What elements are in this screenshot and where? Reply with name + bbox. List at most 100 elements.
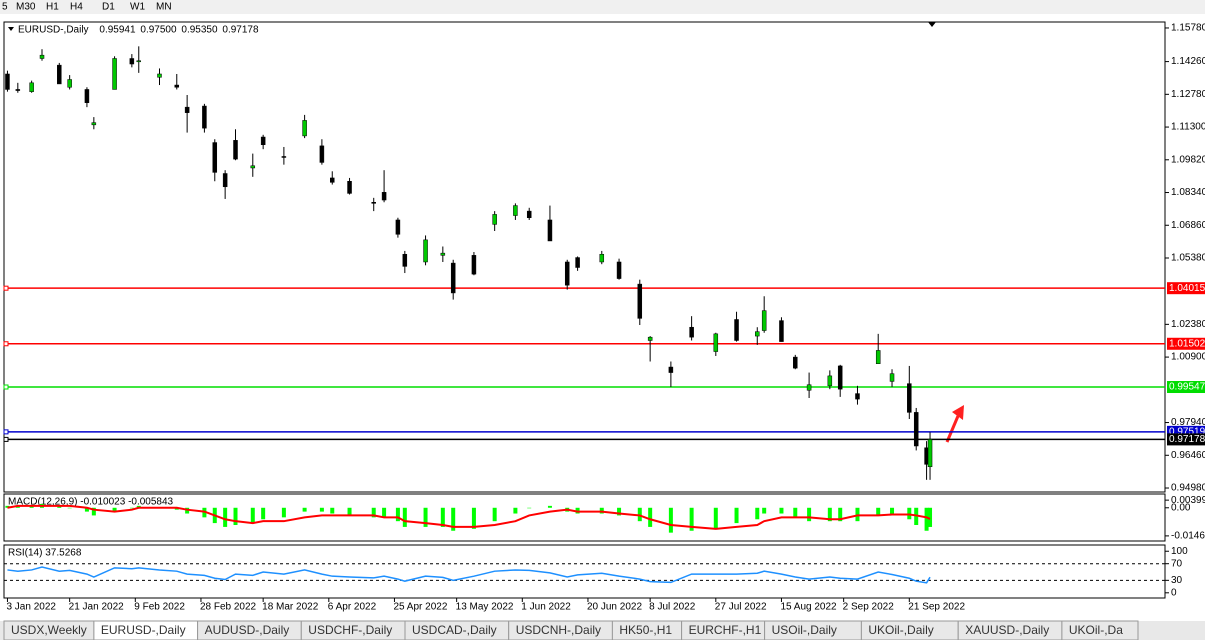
- macd-bar: [762, 507, 767, 514]
- timeframe-button[interactable]: MN: [156, 2, 172, 13]
- candle-body: [157, 73, 162, 78]
- tab-label[interactable]: EURCHF-,H1: [689, 623, 762, 637]
- timeframe-button[interactable]: H1: [46, 2, 59, 13]
- level-handle: [3, 341, 9, 347]
- candle-body: [513, 205, 518, 216]
- candle-body: [319, 145, 325, 163]
- timeframe-button[interactable]: 5: [2, 2, 8, 13]
- y-tick-label: 1.02380: [1171, 319, 1205, 330]
- tab-label[interactable]: USOil-,Daily: [772, 623, 837, 637]
- macd-bar: [471, 507, 476, 529]
- y-tick-label: 0.97940: [1171, 417, 1205, 428]
- x-tick-label: 21 Sep 2022: [908, 602, 965, 613]
- macd-bar: [928, 507, 933, 527]
- candle-body: [913, 412, 919, 447]
- y-tick-label: 0.96460: [1171, 450, 1205, 461]
- tab-label[interactable]: XAUUSD-,Daily: [965, 623, 1049, 637]
- tab-label[interactable]: USDCNH-,Daily: [516, 623, 601, 637]
- candle-body: [647, 336, 653, 341]
- candle-body: [15, 89, 21, 91]
- candle-body: [67, 79, 72, 88]
- macd-bar: [617, 507, 622, 516]
- tab-label[interactable]: USDCHF-,Daily: [308, 623, 392, 637]
- y-tick-label: 0: [1171, 587, 1177, 598]
- ohlc-value: 0.97500: [140, 25, 177, 36]
- macd-bar: [382, 507, 387, 518]
- candle-body: [440, 252, 446, 256]
- collapse-icon: [8, 27, 14, 31]
- chart-title: EURUSD-,Daily: [18, 25, 89, 36]
- level-label-box: [1167, 282, 1205, 295]
- tab-label[interactable]: USDX,Weekly: [11, 623, 87, 637]
- candle-body: [202, 105, 207, 129]
- x-tick-label: 9 Feb 2022: [134, 602, 185, 613]
- macd-bar: [233, 507, 238, 526]
- macd-bar: [395, 507, 400, 522]
- level-label: 1.04015: [1169, 283, 1205, 294]
- macd-bar: [440, 507, 445, 527]
- tab[interactable]: [1061, 620, 1139, 640]
- y-tick-label: 1.05380: [1171, 253, 1205, 264]
- macd-bar: [793, 507, 798, 518]
- candle-body: [84, 89, 90, 103]
- macd-bar: [527, 507, 532, 509]
- level-handle: [3, 436, 9, 442]
- candle-body: [371, 202, 376, 204]
- level-label: 1.01502: [1169, 338, 1205, 349]
- macd-bar: [319, 507, 324, 512]
- macd-bar: [129, 507, 134, 509]
- macd-bar: [223, 507, 228, 527]
- candle-body: [668, 366, 674, 373]
- tab-label[interactable]: EURUSD-,Daily: [101, 623, 186, 637]
- y-tick-label: 30: [1171, 575, 1183, 586]
- candle-body: [29, 82, 34, 92]
- timeframe-button[interactable]: D1: [102, 2, 115, 13]
- level-label-box: [1167, 337, 1205, 350]
- tab-label[interactable]: USDCAD-,Daily: [412, 623, 497, 637]
- macd-bar: [513, 507, 518, 514]
- ohlc-value: 0.97178: [222, 25, 259, 36]
- y-tick-label: 1.14260: [1171, 56, 1205, 67]
- tab-label[interactable]: UKOil-,Daily: [868, 623, 933, 637]
- tab-label[interactable]: AUDUSD-,Daily: [205, 623, 290, 637]
- candle-body: [734, 319, 739, 341]
- timeframe-button[interactable]: M30: [16, 2, 36, 13]
- x-tick-label: 28 Feb 2022: [200, 602, 257, 613]
- candle-body: [889, 373, 895, 382]
- tab-label[interactable]: HK50-,H1: [619, 623, 672, 637]
- candle-body: [302, 120, 307, 137]
- candle-body: [281, 156, 287, 158]
- candle-body: [492, 214, 497, 225]
- macd-bar: [91, 507, 96, 516]
- annotation-arrow: [945, 415, 960, 443]
- candle-body: [222, 173, 228, 188]
- level-handle: [3, 429, 9, 435]
- toolbar: [0, 0, 1205, 14]
- level-label-box: [1167, 433, 1205, 446]
- macd-bar: [734, 507, 739, 524]
- candle-body: [599, 253, 605, 263]
- candle-body: [450, 262, 456, 294]
- y-tick-label: 1.06860: [1171, 220, 1205, 231]
- macd-bar: [838, 507, 843, 522]
- candle-body: [129, 58, 135, 65]
- timeframe-button[interactable]: W1: [130, 2, 145, 13]
- candle-body: [755, 331, 760, 337]
- candle-body: [5, 73, 10, 90]
- candle-body: [806, 384, 812, 391]
- candle-body: [174, 84, 180, 88]
- x-tick-label: 8 Jul 2022: [649, 602, 696, 613]
- level-label: 0.97178: [1169, 434, 1205, 445]
- macd-bar: [347, 507, 352, 516]
- x-tick-label: 15 Aug 2022: [780, 602, 837, 613]
- tab-label[interactable]: UKOil-,Da: [1069, 623, 1123, 637]
- level-handle: [3, 285, 9, 291]
- y-tick-label: 1.00900: [1171, 352, 1205, 363]
- candle-body: [793, 356, 798, 369]
- main-panel: [3, 21, 1166, 493]
- timeframe-button[interactable]: H4: [70, 2, 83, 13]
- candle-body: [827, 375, 833, 387]
- candle-body: [39, 54, 45, 59]
- macd-bar: [371, 507, 376, 518]
